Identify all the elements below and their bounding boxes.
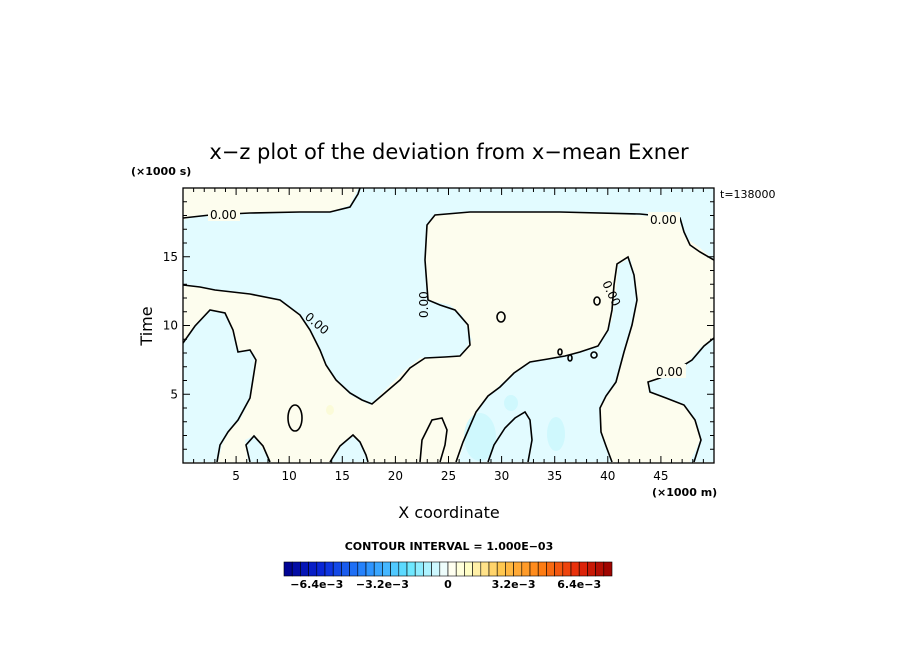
contour-line [183,211,714,405]
colorbar-bin [300,561,309,577]
colorbar-bin [537,561,547,577]
x-axis: 5 10 15 20 25 30 35 40 45 [193,188,704,483]
colorbar-bin [398,561,408,577]
colorbar-bin [578,561,588,577]
y-tick-label: 15 [163,250,178,264]
negative-region [458,258,637,462]
contour-line [567,354,573,362]
colorbar-tick-label: −6.4e−3 [290,578,343,591]
colorbar-bin [521,561,531,577]
colorbar-bin [406,561,416,577]
colorbar-bin [341,561,350,577]
positive-region [326,405,334,415]
contour-line [487,410,533,463]
colorbar [283,561,613,577]
colorbar-bin [447,561,457,577]
y-tick-label: 10 [163,319,178,333]
colorbar-tick-labels: −6.4e−3 −3.2e−3 0 3.2e−3 6.4e−3 [290,578,601,591]
contour-label: 0.00 [210,208,237,222]
colorbar-bin [529,561,539,577]
negative-region [330,436,368,462]
colorbar-bin [439,561,449,577]
y-tick-label: 5 [170,387,178,401]
colorbar-bin [423,561,432,577]
colorbar-bin [291,561,301,577]
colorbar-bin [349,561,359,577]
contour-interval-text: CONTOUR INTERVAL = 1.000E−03 [345,540,554,553]
x-tick-label: 10 [282,469,297,483]
colorbar-bin [488,561,498,577]
colorbar-bin [562,561,572,577]
colorbar-bin [332,561,342,577]
colorbar-bin [283,561,293,577]
colorbar-bin [365,561,375,577]
y-scale-label: (×1000 s) [131,165,191,178]
x-tick-label: 20 [388,469,403,483]
colorbar-tick-label: 0 [444,578,452,591]
negative-region [183,188,714,462]
colorbar-bin [546,561,555,577]
colorbar-bin [390,561,400,577]
negative-region [245,435,270,462]
colorbar-bin [513,561,523,577]
colorbar-bin [603,561,613,577]
colorbar-bin [595,561,605,577]
colorbar-bin [324,561,334,577]
x-tick-label: 45 [653,469,668,483]
colorbar-bin [480,561,490,577]
colorbar-bin [464,561,473,577]
contour-label: 0.00 [656,365,683,379]
colorbar-bin [554,561,564,577]
colorbar-bin [505,561,514,577]
contour-line [496,311,506,323]
x-tick-label: 35 [547,469,562,483]
colorbar-bin [316,561,326,577]
negative-region [648,338,714,462]
contour-line [419,417,448,463]
x-tick-label: 5 [232,469,240,483]
colorbar-tick-label: 6.4e−3 [557,578,601,591]
colorbar-bin [357,561,367,577]
x-tick-label: 40 [600,469,615,483]
x-tick-label: 25 [441,469,456,483]
contour-line [557,348,563,356]
negative-region [464,413,496,461]
contour-label: 0.00 [417,291,431,318]
y-axis-label: Time [137,306,156,346]
contour-line [287,404,303,432]
x-tick-label: 30 [494,469,509,483]
colorbar-bin [587,561,596,577]
contour-line [329,433,369,463]
negative-region [547,417,565,451]
x-axis-label: X coordinate [398,503,499,522]
colorbar-bin [382,561,391,577]
colorbar-bin [472,561,482,577]
negative-region [504,395,518,411]
contour-line [647,337,714,463]
colorbar-bin [496,561,506,577]
contour-line [590,351,598,359]
y-axis: 5 10 15 [163,201,714,450]
colorbar-bin [570,561,580,577]
chart-title: x−z plot of the deviation from x−mean Ex… [209,140,689,164]
contour-line [455,255,638,463]
colorbar-bin [373,561,383,577]
x-tick-label: 15 [335,469,350,483]
contour-line [593,296,601,306]
colorbar-bin [455,561,465,577]
colorbar-tick-label: 3.2e−3 [492,578,536,591]
colorbar-bin [308,561,318,577]
contour-field: 0.00 0.00 0.00 0.00 0.00 0.00 [183,188,714,463]
contour-line [245,434,271,463]
contour-line [183,309,257,463]
time-label: t=138000 [720,188,776,201]
colorbar-tick-label: −3.2e−3 [356,578,409,591]
colorbar-bin [431,561,441,577]
colorbar-bin [414,561,424,577]
contour-label: 0.00 [650,213,677,227]
x-scale-label: (×1000 m) [652,486,717,499]
